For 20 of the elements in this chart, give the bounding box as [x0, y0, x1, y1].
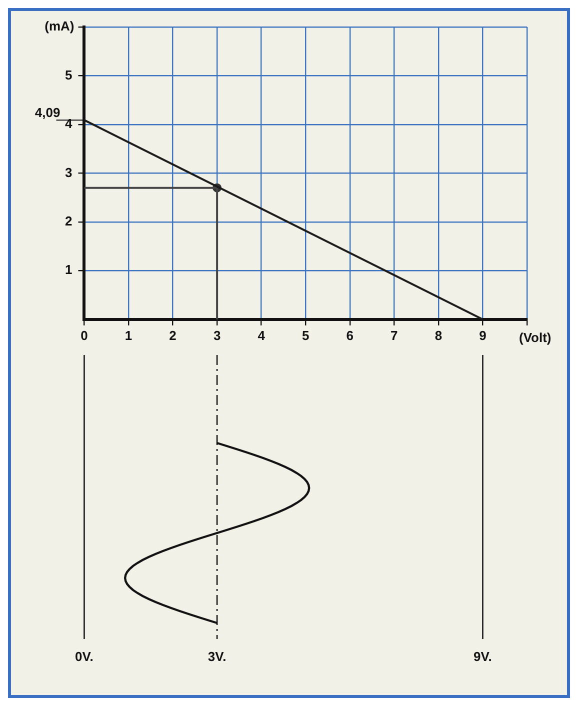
ref-line-label: 4,09	[34, 105, 60, 120]
y-tick-label: 1	[64, 262, 72, 278]
annotation: 9V.	[472, 649, 493, 664]
annotation: 0V.	[74, 649, 94, 664]
x-tick-label: 3	[213, 328, 221, 343]
x-tick-label: 1	[124, 328, 132, 343]
x-tick-label: 9	[479, 328, 486, 343]
y-tick-label: 5	[64, 67, 72, 82]
x-tick-label: 5	[302, 328, 310, 343]
x-tick-label: 6	[346, 328, 354, 343]
x-tick-label: 8	[434, 328, 442, 343]
x-tick-label: 2	[169, 328, 176, 343]
x-axis-title: (Volt)	[519, 330, 552, 345]
x-tick-label: 4	[258, 328, 266, 343]
annotation: 3V.	[206, 649, 228, 664]
y-tick-label: 2	[64, 214, 72, 229]
x-tick-label: 7	[390, 328, 398, 343]
x-tick-label: 0	[80, 328, 88, 343]
y-tick-label: 3	[64, 164, 72, 180]
y-axis-title: (mA)	[44, 18, 74, 34]
